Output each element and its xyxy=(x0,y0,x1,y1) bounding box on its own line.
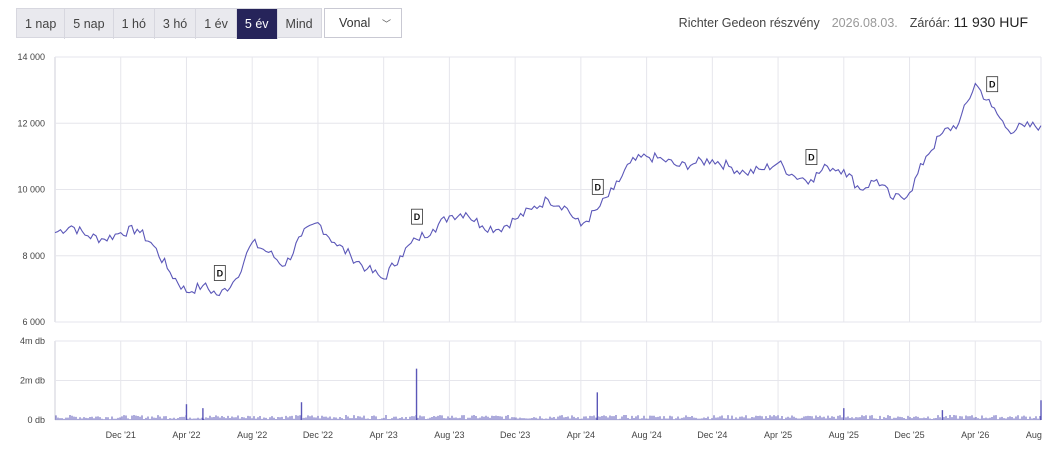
volume-tick-label: 4m db xyxy=(20,336,45,346)
x-tick-label: Dec '21 xyxy=(106,430,136,440)
chevron-down-icon: ﹀ xyxy=(381,18,391,29)
x-tick-label: Dec '24 xyxy=(697,430,727,440)
dividend-marker xyxy=(411,208,423,225)
x-tick-label: Aug '22 xyxy=(237,430,267,440)
volume-tick-label: 0 db xyxy=(27,415,45,425)
stock-title: Richter Gedeon részvény xyxy=(678,16,820,30)
y-tick-label: 10 000 xyxy=(17,185,45,195)
y-tick-label: 8 000 xyxy=(22,251,45,261)
x-tick-label: Aug '23 xyxy=(434,430,464,440)
range-tab[interactable]: Mind xyxy=(285,17,313,31)
x-tick-label: Apr '26 xyxy=(961,430,989,440)
dividend-marker-label: D xyxy=(217,269,224,279)
x-tick-label: Dec '25 xyxy=(894,430,924,440)
volume-tick-label: 2m db xyxy=(20,376,45,386)
range-tab[interactable]: 3 hó xyxy=(155,9,197,39)
x-tick-label: Apr '25 xyxy=(764,430,792,440)
range-tab[interactable]: 5 nap xyxy=(65,9,114,39)
dividend-marker xyxy=(805,149,818,165)
chart-type-dropdown[interactable]: Vonal ﹀ xyxy=(324,8,402,38)
range-tab-group: 1 nap 5 nap 1 hó 3 hó 1 év 5 év Mind xyxy=(16,8,322,39)
range-tab[interactable]: 1 hó xyxy=(114,9,155,39)
dividend-marker xyxy=(986,76,999,93)
range-toolbar: 1 nap 5 nap 1 hó 3 hó 1 év 5 év Mind xyxy=(16,8,322,39)
range-tab[interactable]: 1 nap xyxy=(17,9,66,39)
x-tick-label: Apr '22 xyxy=(172,430,200,440)
x-tick-label: Aug '24 xyxy=(631,430,661,440)
x-tick-label: Dec '23 xyxy=(500,430,530,440)
price-series-line xyxy=(54,82,1042,297)
y-tick-label: 14 000 xyxy=(17,52,45,62)
dividend-marker-label: D xyxy=(808,153,815,163)
dividend-marker-label: D xyxy=(414,212,421,222)
x-tick-label: Aug '26 xyxy=(1026,430,1044,440)
close-value: 11 930 HUF xyxy=(953,14,1028,30)
range-tab[interactable]: 1 év xyxy=(196,9,237,39)
x-tick-label: Apr '23 xyxy=(370,430,398,440)
dividend-marker xyxy=(591,178,604,195)
x-tick-label: Aug '25 xyxy=(829,430,859,440)
dividend-marker xyxy=(213,265,226,281)
dividend-marker-label: D xyxy=(989,80,996,90)
quote-date: 2026.08.03. xyxy=(831,16,898,30)
y-tick-label: 6 000 xyxy=(22,317,45,327)
y-tick-label: 12 000 xyxy=(17,118,45,128)
x-tick-label: Dec '22 xyxy=(303,430,333,440)
stock-info: Richter Gedeon részvény 2026.08.03. Záró… xyxy=(679,14,1028,30)
x-tick-label: Apr '24 xyxy=(567,430,595,440)
dividend-marker-label: D xyxy=(595,182,602,192)
range-tab[interactable]: 5 év xyxy=(236,9,278,39)
chart-type-label: Vonal xyxy=(339,16,371,30)
close-label: Záróár: xyxy=(909,16,951,30)
